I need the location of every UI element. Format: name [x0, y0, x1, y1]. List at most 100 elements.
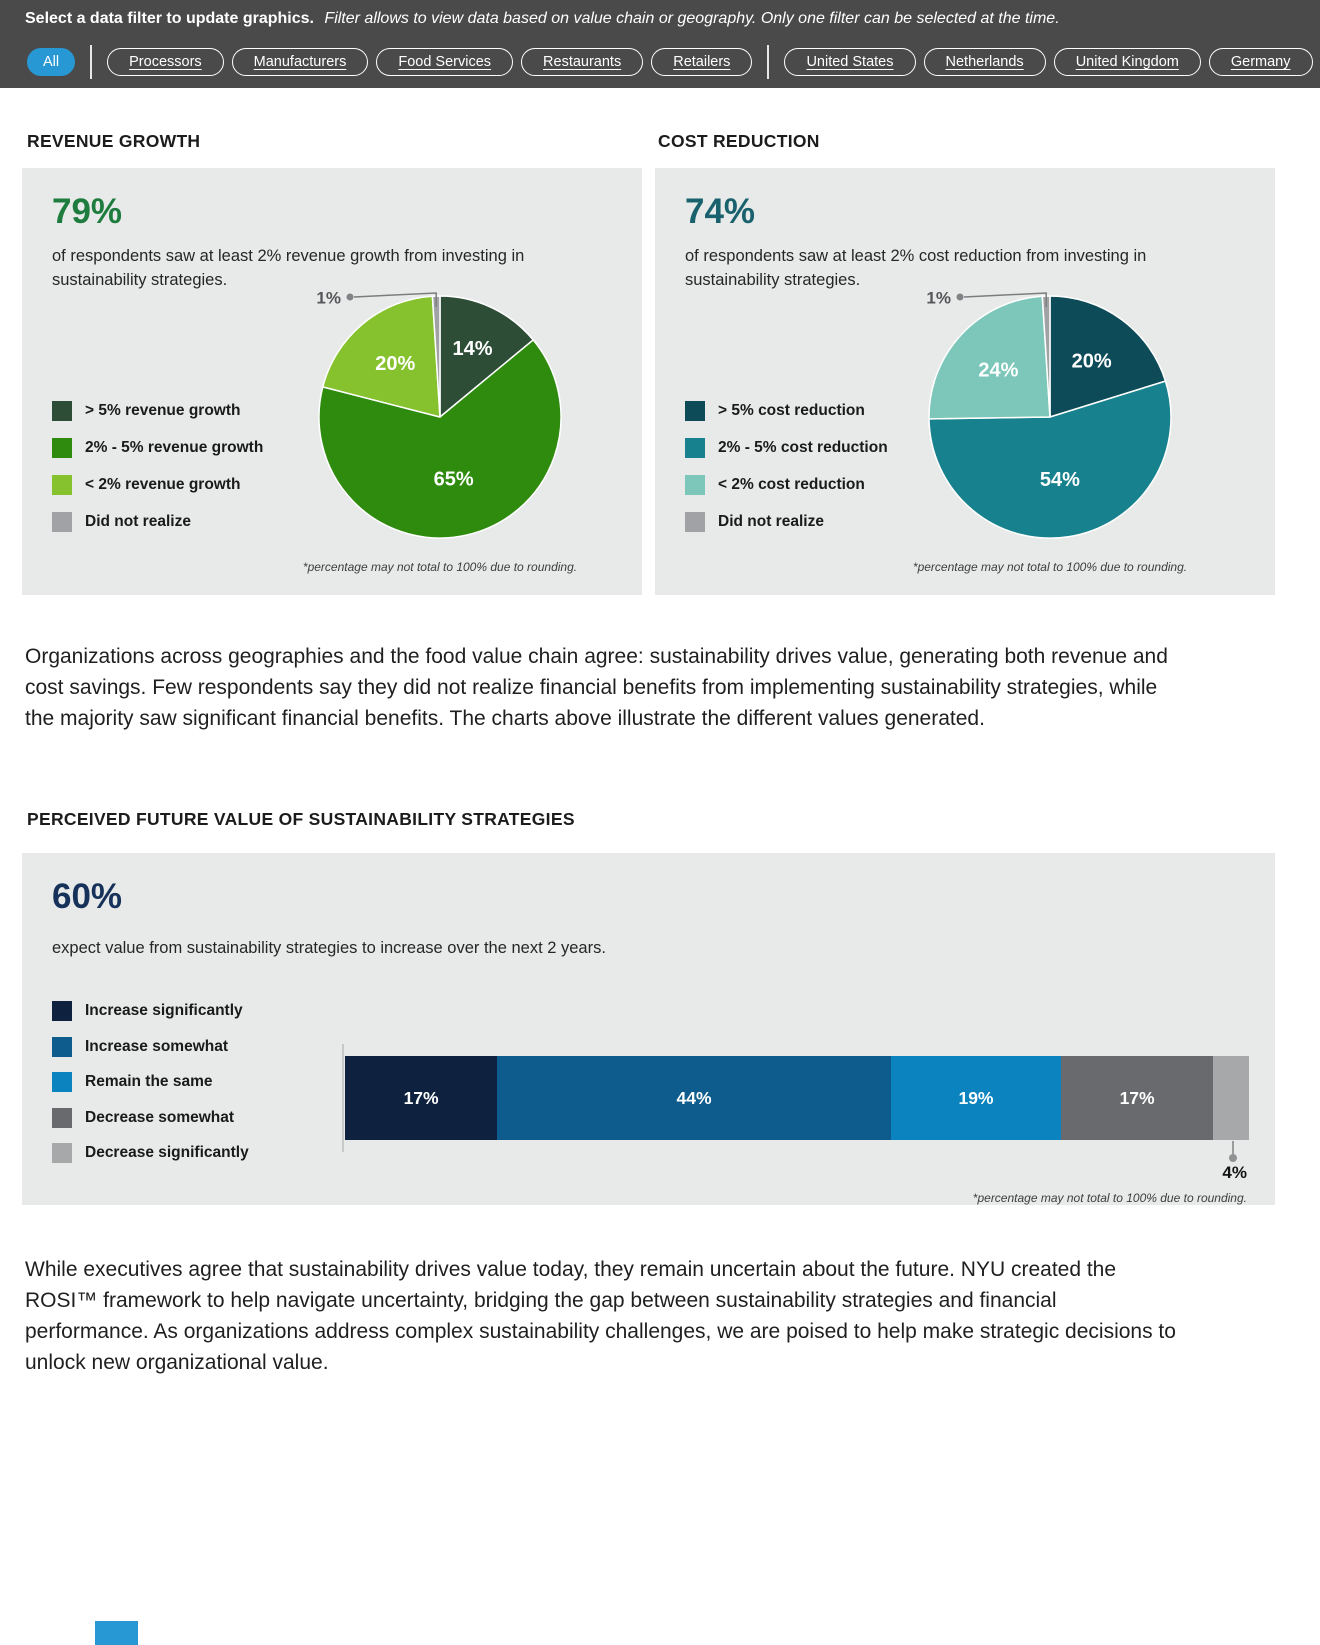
bar-segment-decrease-significantly	[1213, 1056, 1249, 1140]
filter-bar: Select a data filter to update graphics.…	[0, 0, 1320, 88]
future-value-description: expect value from sustainability strateg…	[52, 939, 606, 957]
bar-segment-value-label: 19%	[958, 1087, 994, 1108]
filter-pill-restaurants[interactable]: Restaurants	[521, 48, 644, 76]
filter-pills: All Processors Manufacturers Food Services R…	[27, 45, 1313, 79]
legend-label: > 5% revenue growth	[85, 402, 241, 419]
cost-reduction-footnote: *percentage may not total to 100% due to…	[912, 560, 1188, 574]
legend-swatch	[52, 1143, 72, 1163]
revenue-growth-legend: > 5% revenue growth 2% - 5% revenue growt…	[52, 401, 263, 549]
legend-label: 2% - 5% revenue growth	[85, 439, 264, 456]
legend-label: < 2% cost reduction	[718, 476, 865, 493]
legend-label: Increase somewhat	[85, 1037, 229, 1055]
legend-item-decrease-significantly: Decrease significantly	[52, 1143, 249, 1163]
bar-segment-increase-significantly: 17%	[345, 1056, 498, 1140]
cost-reduction-pie-chart: 20% 54% 24% 1%	[926, 289, 1172, 539]
legend-swatch	[52, 438, 72, 458]
filter-pill-label: United States	[806, 54, 894, 70]
legend-label: Increase significantly	[85, 1002, 243, 1019]
pie-slice-value-label: 24%	[978, 359, 1018, 381]
bar-segment-increase-somewhat: 44%	[497, 1056, 891, 1140]
legend-item-2-5-cost-reduction: 2% - 5% cost reduction	[685, 438, 888, 458]
revenue-growth-stat: 79%	[52, 192, 123, 231]
future-value-legend: Increase significantly Increase somewhat R…	[52, 1001, 249, 1179]
pie-callout-dot	[346, 293, 354, 301]
legend-item-decrease-somewhat: Decrease somewhat	[52, 1107, 249, 1128]
filter-pill-label: Netherlands	[945, 54, 1024, 70]
legend-swatch	[52, 512, 72, 532]
bar-segment-value-label: 17%	[403, 1087, 439, 1108]
legend-swatch	[52, 1001, 72, 1021]
bar-callout-line	[1232, 1141, 1234, 1154]
legend-label: > 5% cost reduction	[718, 402, 865, 419]
legend-label: 2% - 5% cost reduction	[718, 439, 888, 456]
pie-callout-dot	[956, 293, 964, 301]
pie-slice-value-label: 65%	[434, 468, 474, 490]
filter-pill-united-states[interactable]: United States	[784, 48, 916, 76]
filter-pill-label: Manufacturers	[253, 54, 347, 70]
legend-swatch	[685, 401, 705, 421]
filter-pill-all[interactable]: All	[27, 48, 76, 76]
legend-label: < 2% revenue growth	[85, 476, 241, 493]
legend-item-did-not-realize: Did not realize	[685, 512, 888, 532]
legend-item-2-cost-reduction: < 2% cost reduction	[685, 475, 888, 495]
legend-swatch	[52, 1036, 72, 1057]
pie-slice-value-label: 14%	[452, 338, 492, 360]
filter-pill-label: Processors	[129, 54, 202, 70]
pie-callout-value-label: 1%	[316, 289, 341, 308]
legend-label: Decrease significantly	[85, 1144, 249, 1161]
cost-reduction-panel: 74% of respondents saw at least 2% cost …	[655, 168, 1275, 595]
legend-label: Decrease somewhat	[85, 1108, 235, 1126]
future-value-bar-chart: 17% 44% 19% 17% 4%	[342, 1044, 1249, 1182]
legend-swatch	[52, 1072, 72, 1092]
pie-slice-2-5-revenue-growth	[318, 339, 562, 539]
stacked-bar-track: 17% 44% 19% 17%	[345, 1056, 1249, 1140]
legend-label: Remain the same	[85, 1073, 213, 1090]
bar-segment-remain-the-same: 19%	[890, 1056, 1062, 1140]
pie-slice-2-cost-reduction	[928, 295, 1051, 420]
filter-pill-retailers[interactable]: Retailers	[651, 48, 753, 76]
bar-segment-decrease-somewhat: 17%	[1061, 1056, 1214, 1140]
legend-item-2-5-revenue-growth: 2% - 5% revenue growth	[52, 438, 263, 458]
filter-divider	[767, 45, 770, 79]
pie-callout-line	[963, 292, 1047, 307]
summary-paragraph-financial-benefits: Organizations across geographies and the…	[25, 645, 1168, 730]
legend-item-5-cost-reduction: > 5% cost reduction	[685, 401, 888, 421]
filter-pill-label: Restaurants	[543, 54, 622, 70]
legend-swatch	[52, 475, 72, 495]
filter-pill-united-kingdom[interactable]: United Kingdom	[1053, 48, 1201, 76]
bar-callout-label: 4%	[1222, 1163, 1247, 1182]
filter-pill-food-services[interactable]: Food Services	[376, 48, 514, 76]
pie-callout-line	[353, 292, 437, 307]
section-title-perceived-future-value: PERCEIVED FUTURE VALUE OF SUSTAINABILITY…	[27, 809, 575, 829]
legend-swatch	[52, 401, 72, 421]
filter-pill-germany[interactable]: Germany	[1208, 48, 1313, 76]
legend-item-2-revenue-growth: < 2% revenue growth	[52, 475, 263, 495]
revenue-growth-footnote: *percentage may not total to 100% due to…	[302, 560, 578, 574]
filter-pill-label: Retailers	[673, 54, 731, 70]
legend-label: Did not realize	[85, 513, 191, 530]
bar-segment-value-label: 17%	[1119, 1087, 1155, 1108]
filter-pill-processors[interactable]: Processors	[107, 48, 224, 76]
legend-item-did-not-realize: Did not realize	[52, 512, 263, 532]
legend-item-5-revenue-growth: > 5% revenue growth	[52, 401, 263, 421]
filter-pill-label: Germany	[1230, 54, 1291, 70]
legend-item-remain-the-same: Remain the same	[52, 1072, 249, 1092]
filter-pill-manufacturers[interactable]: Manufacturers	[231, 48, 369, 76]
pie-slice-2-revenue-growth	[322, 295, 441, 418]
filter-pill-netherlands[interactable]: Netherlands	[923, 48, 1046, 76]
bar-axis-line	[342, 1044, 344, 1152]
pie-slice-2-5-cost-reduction	[928, 380, 1172, 539]
legend-item-increase-significantly: Increase significantly	[52, 1001, 249, 1021]
bar-segment-value-label: 44%	[676, 1087, 712, 1108]
cost-reduction-description: of respondents saw at least 2% cost redu…	[685, 247, 1147, 289]
perceived-future-value-panel: 60% expect value from sustainability str…	[22, 853, 1275, 1205]
filter-instruction-bold: Select a data filter to update graphics.	[25, 10, 314, 27]
filter-bar-instructions: Select a data filter to update graphics.…	[25, 10, 1060, 28]
pie-slice-value-label: 20%	[375, 353, 415, 375]
legend-item-increase-somewhat: Increase somewhat	[52, 1036, 249, 1057]
filter-pill-label: Food Services	[398, 54, 492, 70]
filter-pill-label: United Kingdom	[1075, 54, 1179, 70]
pie-slice-5-cost-reduction	[1049, 295, 1167, 418]
section-title-revenue-growth: REVENUE GROWTH	[27, 131, 201, 151]
